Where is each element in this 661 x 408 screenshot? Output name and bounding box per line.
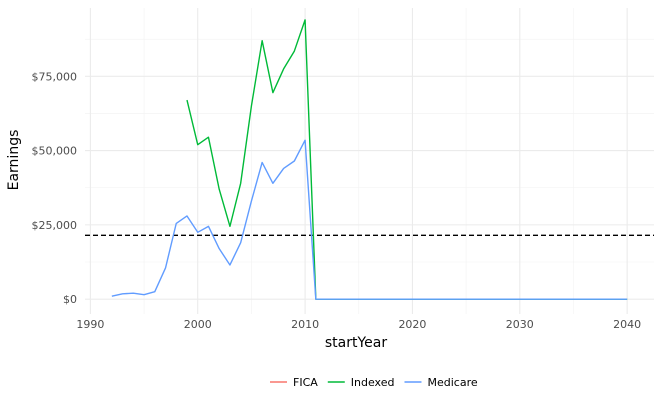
data-point — [304, 19, 305, 20]
data-point — [294, 160, 295, 161]
data-point — [122, 293, 123, 294]
series-indexed — [186, 19, 627, 299]
data-point — [229, 226, 230, 227]
data-point — [111, 296, 112, 297]
data-point — [627, 299, 628, 300]
data-point — [219, 189, 220, 190]
data-point — [283, 68, 284, 69]
data-point — [208, 226, 209, 227]
major-gridlines — [85, 8, 654, 314]
data-point — [240, 183, 241, 184]
data-point — [294, 50, 295, 51]
data-point — [272, 183, 273, 184]
data-point — [165, 267, 166, 268]
data-point — [283, 168, 284, 169]
data-point — [240, 242, 241, 243]
data-point — [133, 293, 134, 294]
legend-label: FICA — [293, 376, 318, 389]
data-point — [412, 299, 413, 300]
y-tick-label: $0 — [63, 293, 77, 306]
data-point — [176, 223, 177, 224]
y-axis-tick-labels: $0 $25,000 $50,000 $75,000 — [32, 70, 78, 306]
data-point — [197, 232, 198, 233]
y-axis-title: Earnings — [6, 130, 22, 191]
data-point — [519, 299, 520, 300]
data-point — [143, 294, 144, 295]
x-axis-tick-labels: 1990 2000 2010 2020 2030 2040 — [76, 318, 641, 331]
data-point — [219, 248, 220, 249]
series-lines — [111, 19, 628, 299]
y-tick-label: $25,000 — [32, 219, 78, 232]
series-medicare — [111, 140, 628, 300]
data-point — [197, 144, 198, 145]
data-point — [262, 162, 263, 163]
legend: FICA Indexed Medicare — [270, 376, 478, 389]
y-tick-label: $50,000 — [32, 145, 78, 158]
data-point — [251, 201, 252, 202]
legend-label: Indexed — [351, 376, 395, 389]
legend-label: Medicare — [427, 376, 477, 389]
data-point — [186, 99, 187, 100]
x-tick-label: 2040 — [613, 318, 641, 331]
x-axis-title: startYear — [325, 335, 387, 351]
x-tick-label: 2000 — [184, 318, 212, 331]
data-point — [208, 137, 209, 138]
data-point — [272, 92, 273, 93]
legend-item-medicare: Medicare — [404, 376, 477, 389]
data-point — [262, 40, 263, 41]
data-point — [229, 264, 230, 265]
legend-item-fica: FICA — [270, 376, 318, 389]
data-point — [154, 291, 155, 292]
data-point — [304, 140, 305, 141]
series-line-indexed — [187, 20, 627, 299]
data-point — [251, 105, 252, 106]
x-tick-label: 2020 — [398, 318, 426, 331]
minor-gridlines — [85, 8, 654, 314]
x-tick-label: 2030 — [506, 318, 534, 331]
data-point — [186, 215, 187, 216]
x-tick-label: 1990 — [76, 318, 104, 331]
series-line-medicare — [112, 140, 627, 299]
y-tick-label: $75,000 — [32, 70, 78, 83]
data-point — [315, 299, 316, 300]
legend-item-indexed: Indexed — [328, 376, 395, 389]
x-tick-label: 2010 — [291, 318, 319, 331]
